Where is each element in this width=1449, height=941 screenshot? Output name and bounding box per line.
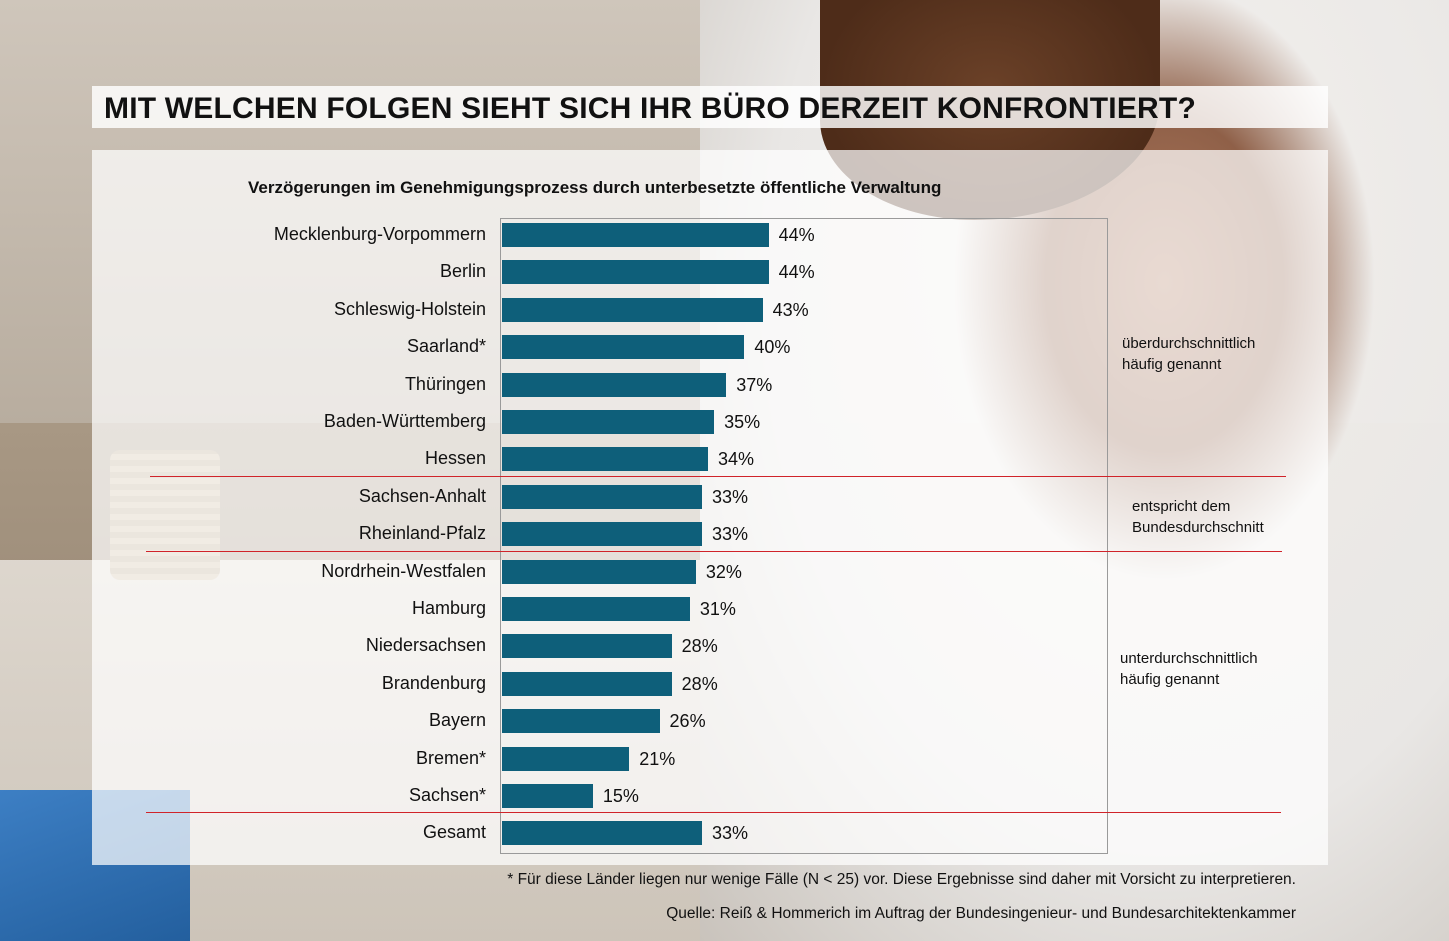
value-label: 28%: [681, 636, 718, 657]
bar: [502, 671, 672, 696]
category-label: Baden-Württemberg: [323, 411, 486, 431]
value-label: 15%: [602, 786, 639, 806]
group-annotation-line: überdurchschnittlich: [1122, 335, 1256, 352]
bar: [502, 634, 672, 659]
category-label: Schleswig-Holstein: [333, 298, 486, 319]
page-title: MIT WELCHEN FOLGEN SIEHT SICH IHR BÜRO D…: [104, 92, 1196, 125]
value-label: 37%: [736, 374, 773, 395]
plot-area-frame: [500, 218, 1108, 854]
value-label: 31%: [699, 599, 736, 619]
bar: [502, 223, 769, 247]
category-label: Brandenburg: [381, 672, 486, 693]
group-annotation: entspricht dem Bundesdurchschnitt: [1132, 496, 1264, 538]
category-label: Niedersachsen: [365, 635, 486, 656]
group-annotation: überdurchschnittlich häufig genannt: [1122, 333, 1255, 375]
category-label: Saarland*: [406, 336, 486, 357]
category-label: Gesamt: [422, 822, 486, 843]
value-label: 44%: [778, 225, 815, 245]
bar: [502, 784, 593, 808]
value-label: 43%: [772, 299, 809, 320]
category-label: Bremen*: [415, 747, 486, 768]
title-bar: MIT WELCHEN FOLGEN SIEHT SICH IHR BÜRO D…: [92, 86, 1328, 128]
footnote: * Für diese Länder liegen nur wenige Fäl…: [507, 871, 1296, 888]
group-separator-line: [146, 812, 1281, 814]
value-label: 28%: [681, 673, 718, 694]
category-label: Hamburg: [411, 598, 486, 618]
value-label: 44%: [778, 262, 815, 283]
group-annotation: unterdurchschnittlich häufig genannt: [1120, 648, 1258, 690]
category-label: Thüringen: [404, 373, 486, 394]
value-label: 33%: [711, 524, 748, 545]
bar: [502, 335, 745, 360]
value-label: 33%: [711, 486, 748, 507]
category-label: Nordrhein-Westfalen: [321, 560, 486, 581]
value-label: 40%: [754, 337, 791, 358]
category-label: Berlin: [439, 261, 486, 282]
category-label: Hessen: [424, 448, 486, 469]
value-label: 35%: [724, 412, 761, 432]
value-label: 21%: [639, 748, 676, 769]
category-label: Sachsen-Anhalt: [358, 485, 486, 506]
bar: [502, 821, 702, 846]
bar: [502, 709, 660, 734]
bar: [502, 447, 709, 472]
bar: [502, 746, 630, 771]
group-annotation-line: Bundesdurchschnitt: [1132, 519, 1264, 536]
bar: [502, 484, 702, 509]
value-label: 26%: [669, 711, 706, 732]
group-annotation-line: häufig genannt: [1120, 671, 1220, 688]
value-label: 33%: [711, 823, 748, 844]
bar: [502, 410, 715, 434]
category-label: Mecklenburg-Vorpommern: [273, 224, 486, 244]
group-annotation-line: häufig genannt: [1122, 356, 1222, 373]
value-label: 34%: [718, 449, 755, 470]
group-annotation-line: unterdurchschnittlich: [1120, 650, 1258, 667]
bar: [502, 260, 769, 285]
bar: [502, 372, 727, 397]
group-separator-line: [146, 550, 1282, 552]
group-separator-line: [150, 475, 1286, 477]
category-label: Sachsen*: [408, 785, 486, 805]
bar: [502, 559, 696, 584]
source-note: Quelle: Reiß & Hommerich im Auftrag der …: [666, 905, 1296, 922]
bar: [502, 522, 702, 547]
category-label: Bayern: [428, 710, 486, 731]
bar: [502, 297, 763, 322]
chart-title: Verzögerungen im Genehmigungsprozess dur…: [248, 178, 942, 197]
category-label: Rheinland-Pfalz: [358, 523, 486, 544]
group-annotation-line: entspricht dem: [1132, 498, 1231, 515]
bar: [502, 597, 690, 621]
value-label: 32%: [705, 561, 742, 582]
